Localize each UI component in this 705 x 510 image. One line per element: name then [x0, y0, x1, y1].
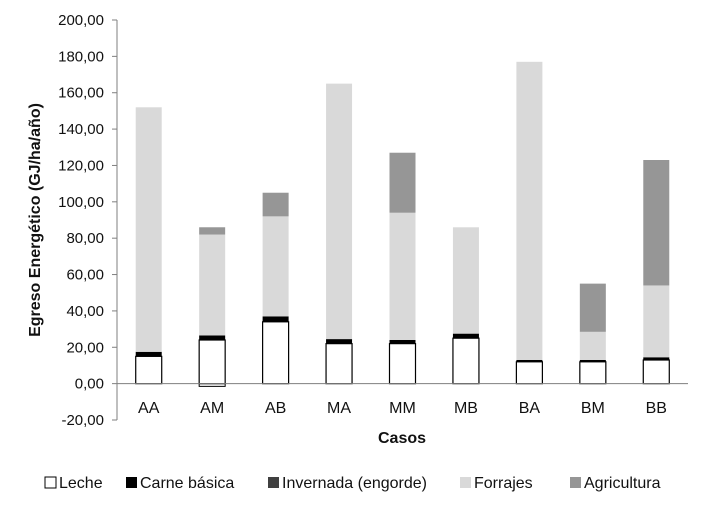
legend-item: Invernada (engorde): [268, 475, 427, 492]
bar-segment: [389, 152, 416, 213]
x-category-label: MM: [389, 400, 416, 417]
legend-label: Invernada (engorde): [282, 475, 427, 492]
y-tick-label: 180,00: [58, 48, 104, 65]
legend-item: Carne básica: [126, 475, 234, 492]
x-axis-categories: AA AM AB MA MM MB BA BM BB: [138, 400, 667, 417]
bar-segment: [198, 339, 226, 385]
bar-segment: [326, 83, 353, 340]
y-tick-label: 60,00: [66, 267, 104, 284]
bar-segment: [516, 61, 543, 361]
bar-segment: [262, 321, 290, 385]
legend-swatch: [126, 477, 137, 488]
x-category-label: BM: [581, 400, 605, 417]
legend-label: Carne básica: [140, 475, 234, 492]
bar-segment: [262, 216, 289, 317]
bar-segment: [262, 316, 289, 322]
bar-segment: [643, 285, 670, 358]
y-axis-ticks: -20,00 0,00 20,00 40,00 60,00 80,00 100,00 120,…: [58, 12, 117, 429]
y-tick-label: 100,00: [58, 194, 104, 211]
legend-item: Agricultura: [570, 475, 661, 492]
bar-segment: [199, 335, 226, 340]
legend-item: Leche: [44, 475, 103, 492]
bar-segment: [452, 227, 479, 334]
y-tick-label: 120,00: [58, 157, 104, 174]
bar-segment: [642, 359, 670, 385]
y-tick-label: 80,00: [66, 230, 104, 247]
bar-segment: [199, 234, 226, 336]
bar-segment: [199, 227, 226, 235]
legend-swatch: [268, 477, 279, 488]
legend-item: Forrajes: [460, 475, 533, 492]
y-tick-label: 160,00: [58, 85, 104, 102]
bar-segment: [326, 339, 353, 344]
bar-segment: [643, 160, 670, 286]
x-category-label: BB: [646, 400, 667, 417]
bar-segment: [452, 337, 480, 385]
bar-segment: [643, 357, 670, 360]
legend-label: Leche: [59, 475, 103, 492]
x-axis-title: Casos: [378, 430, 426, 447]
bar-segment: [516, 360, 543, 362]
y-tick-label: 0,00: [75, 376, 104, 393]
legend-swatch: [570, 477, 581, 488]
bar-segment: [389, 340, 416, 344]
bar-segment: [389, 212, 416, 340]
legend-swatch: [460, 477, 471, 488]
legend-label: Agricultura: [584, 475, 661, 492]
y-tick-label: 140,00: [58, 121, 104, 138]
x-category-label: AM: [200, 400, 224, 417]
y-tick-label: -20,00: [61, 412, 104, 429]
bar-segment: [388, 343, 417, 385]
legend-swatch: [44, 476, 57, 489]
x-category-label: AA: [138, 400, 160, 417]
y-tick-label: 200,00: [58, 12, 104, 29]
bar-segment: [135, 351, 162, 357]
x-category-label: MA: [327, 400, 351, 417]
bar-segment: [452, 333, 479, 339]
bar-segment: [579, 283, 606, 332]
bar-segment: [579, 331, 606, 360]
y-axis-title: Egreso Energético (GJ/ha/año): [27, 103, 44, 337]
bar-segment: [135, 355, 163, 385]
y-tick-label: 40,00: [66, 303, 104, 320]
x-category-label: AB: [265, 400, 286, 417]
legend-label: Forrajes: [474, 475, 533, 492]
bars-layer: [135, 61, 670, 387]
bar-segment: [135, 107, 162, 352]
x-category-label: MB: [454, 400, 478, 417]
bar-segment: [515, 361, 543, 385]
y-tick-label: 20,00: [66, 339, 104, 356]
bar-segment: [579, 360, 606, 362]
bar-segment: [325, 343, 353, 385]
bar-segment: [262, 192, 289, 217]
x-category-label: BA: [519, 400, 541, 417]
legend: Leche Carne básica Invernada (engorde) Forr…: [44, 475, 661, 492]
bar-segment: [579, 361, 607, 385]
